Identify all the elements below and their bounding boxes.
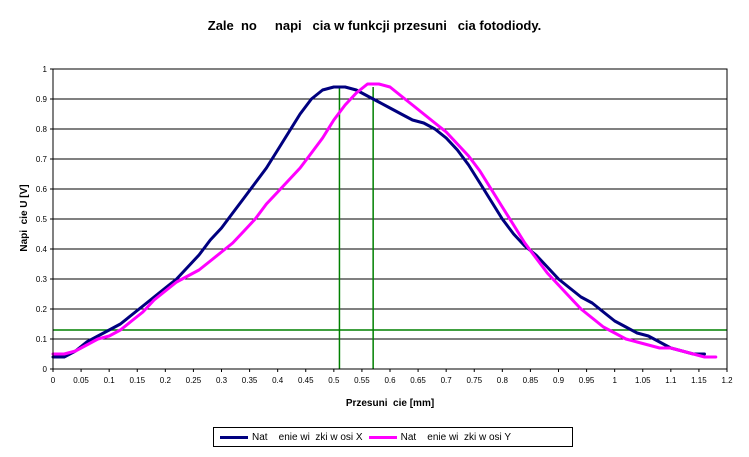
- x-tick-label: 0.85: [523, 376, 539, 385]
- y-tick-label: 1: [43, 65, 48, 74]
- y-tick-label: 0.5: [36, 215, 48, 224]
- series-line-y: [51, 82, 718, 359]
- x-tick-label: 0.1: [104, 376, 116, 385]
- series-line-x: [51, 85, 706, 359]
- series-lines: [51, 82, 718, 359]
- legend-item-x: Nat enie wi zki w osi X: [220, 432, 363, 443]
- x-tick-label: 0.45: [298, 376, 314, 385]
- x-tick-label: 0.8: [497, 376, 509, 385]
- x-axis-label: Przesuni cie [mm]: [346, 398, 434, 409]
- y-tick-label: 0.1: [36, 335, 48, 344]
- x-tick-label: 1: [612, 376, 617, 385]
- legend: Nat enie wi zki w osi X Nat enie wi zki …: [213, 427, 573, 447]
- legend-label-x: Nat enie wi zki w osi X: [252, 431, 363, 443]
- x-tick-label: 0.2: [160, 376, 172, 385]
- x-tick-label: 0.65: [410, 376, 426, 385]
- x-tick-label: 0: [51, 376, 56, 385]
- x-tick-label: 0.55: [354, 376, 370, 385]
- x-tick-label: 0.75: [466, 376, 482, 385]
- legend-label-y: Nat enie wi zki w osi Y: [400, 431, 512, 443]
- x-tick-label: 1.05: [635, 376, 651, 385]
- y-tick-label: 0.8: [36, 125, 48, 134]
- legend-item-y: Nat enie wi zki w osi Y: [368, 431, 512, 443]
- x-tick-label: 1.2: [721, 376, 733, 385]
- y-tick-label: 0.4: [36, 245, 48, 254]
- y-tick-label: 0.6: [36, 185, 48, 194]
- x-tick-label: 0.4: [272, 376, 284, 385]
- axes: [50, 68, 728, 372]
- tick-labels: 0 0.1 0.2 0.3 0.4 0.5 0.6 0.7 0.8 0.9 1 0 0.05 0.1 0.1…: [36, 65, 733, 385]
- legend-swatch-x: [220, 435, 248, 439]
- y-axis-label: Napi cie U [V]: [19, 184, 30, 251]
- x-tick-label: 1.1: [665, 376, 677, 385]
- y-tick-label: 0.9: [36, 95, 48, 104]
- x-tick-label: 0.9: [553, 376, 565, 385]
- x-tick-label: 0.7: [441, 376, 453, 385]
- y-tick-label: 0.2: [36, 305, 48, 314]
- legend-swatch-y: [368, 435, 397, 439]
- y-tick-label: 0: [43, 365, 48, 374]
- x-tick-label: 0.25: [186, 376, 202, 385]
- x-tick-label: 0.35: [242, 376, 258, 385]
- y-tick-label: 0.7: [36, 155, 48, 164]
- x-tick-label: 0.95: [579, 376, 595, 385]
- x-tick-label: 0.3: [216, 376, 228, 385]
- chart-title: Zale no napi cia w funkcji przesuni cia …: [207, 18, 542, 33]
- gridlines: [53, 98, 727, 340]
- y-tick-label: 0.3: [36, 275, 48, 284]
- x-tick-label: 0.6: [384, 376, 396, 385]
- x-tick-label: 1.15: [691, 376, 707, 385]
- x-tick-label: 0.05: [73, 376, 89, 385]
- reference-lines: [53, 87, 727, 369]
- x-tick-label: 0.15: [129, 376, 145, 385]
- x-tick-label: 0.5: [328, 376, 340, 385]
